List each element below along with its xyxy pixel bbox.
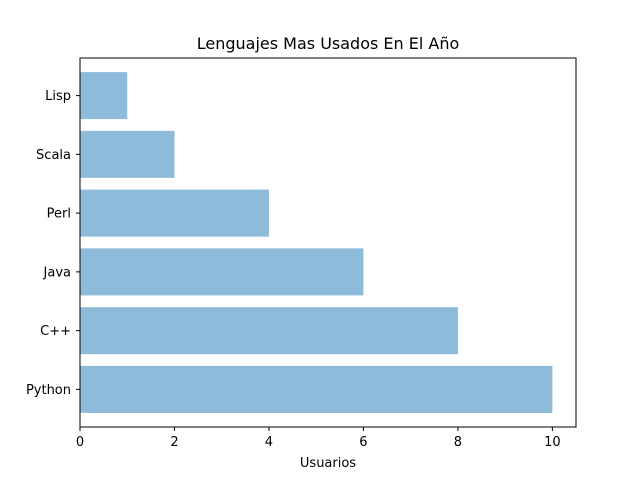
y-tick-label: Perl — [47, 207, 71, 222]
y-tick-label: Java — [43, 265, 71, 280]
x-tick-label: 2 — [170, 435, 178, 450]
bar-c- — [80, 307, 458, 355]
x-axis: 0 2 4 6 8 10 — [76, 427, 561, 450]
x-tick-label: 6 — [359, 435, 367, 450]
bar-lisp — [80, 72, 128, 120]
plot-frame — [79, 57, 577, 428]
bar-python — [80, 365, 553, 413]
chart-title: Lenguajes Mas Usados En El Año — [197, 34, 460, 53]
x-tick-label: 0 — [76, 435, 84, 450]
x-tick-label: 4 — [265, 435, 273, 450]
y-tick-label: Lisp — [45, 89, 71, 104]
x-axis-label: Usuarios — [300, 456, 356, 471]
x-tick-label: 10 — [544, 435, 561, 450]
y-tick-label: Scala — [36, 148, 71, 163]
x-tick-label: 8 — [454, 435, 462, 450]
y-tick-label: C++ — [40, 324, 71, 339]
bar-perl — [80, 189, 269, 237]
y-tick-label: Python — [26, 383, 71, 398]
bar-scala — [80, 130, 175, 178]
bars-layer — [80, 72, 553, 413]
bar-java — [80, 248, 364, 296]
y-axis: Python C++ Java Perl Scala Lisp — [26, 89, 80, 398]
